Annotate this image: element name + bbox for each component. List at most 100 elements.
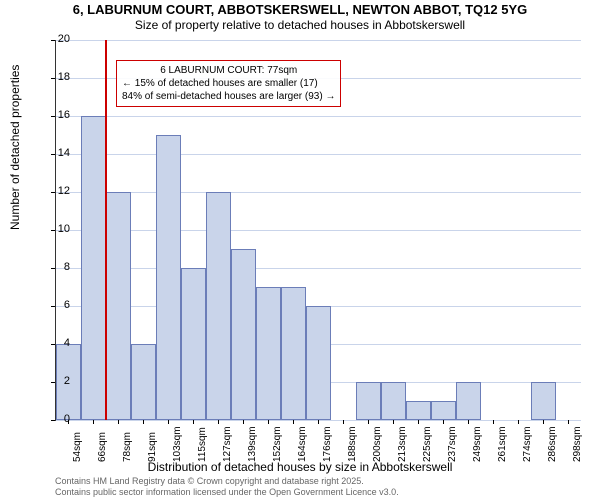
x-tick-label: 127sqm <box>222 426 233 462</box>
y-tick-label: 6 <box>40 299 70 311</box>
histogram-bar <box>281 287 306 420</box>
y-tick-label: 12 <box>40 185 70 197</box>
x-tick-mark <box>568 420 569 424</box>
gridline <box>56 40 581 41</box>
histogram-bar <box>456 382 481 420</box>
histogram-bar <box>106 192 131 420</box>
x-tick-label: 176sqm <box>322 426 333 462</box>
x-tick-label: 286sqm <box>547 426 558 462</box>
x-tick-label: 213sqm <box>397 426 408 462</box>
y-tick-mark <box>51 154 55 155</box>
histogram-bar <box>356 382 381 420</box>
y-tick-label: 10 <box>40 223 70 235</box>
y-tick-label: 2 <box>40 375 70 387</box>
x-tick-mark <box>368 420 369 424</box>
x-tick-mark <box>68 420 69 424</box>
x-tick-mark <box>268 420 269 424</box>
y-tick-label: 14 <box>40 147 70 159</box>
gridline <box>56 420 581 421</box>
x-tick-label: 274sqm <box>522 426 533 462</box>
histogram-bar <box>256 287 281 420</box>
y-tick-mark <box>51 78 55 79</box>
histogram-bar <box>231 249 256 420</box>
histogram-bar <box>206 192 231 420</box>
x-tick-mark <box>93 420 94 424</box>
x-tick-mark <box>143 420 144 424</box>
annotation-box: 6 LABURNUM COURT: 77sqm← 15% of detached… <box>116 60 341 107</box>
chart-footer: Contains HM Land Registry data © Crown c… <box>55 476 399 498</box>
x-tick-label: 225sqm <box>422 426 433 462</box>
x-tick-label: 188sqm <box>347 426 358 462</box>
x-tick-mark <box>543 420 544 424</box>
chart-plot-area: 6 LABURNUM COURT: 77sqm← 15% of detached… <box>55 40 581 421</box>
x-tick-label: 54sqm <box>72 432 83 462</box>
x-tick-mark <box>443 420 444 424</box>
x-axis-label: Distribution of detached houses by size … <box>0 460 600 474</box>
x-tick-mark <box>218 420 219 424</box>
x-tick-label: 115sqm <box>197 427 208 462</box>
histogram-bar <box>131 344 156 420</box>
x-tick-label: 139sqm <box>247 426 258 462</box>
x-tick-mark <box>243 420 244 424</box>
y-tick-label: 18 <box>40 71 70 83</box>
x-tick-mark <box>318 420 319 424</box>
histogram-bar <box>381 382 406 420</box>
x-tick-label: 103sqm <box>172 426 183 462</box>
x-tick-mark <box>393 420 394 424</box>
y-tick-label: 16 <box>40 109 70 121</box>
histogram-bar <box>431 401 456 420</box>
y-tick-mark <box>51 192 55 193</box>
x-tick-label: 298sqm <box>572 426 583 462</box>
x-tick-mark <box>293 420 294 424</box>
histogram-bar <box>181 268 206 420</box>
x-tick-label: 152sqm <box>272 426 283 462</box>
y-tick-mark <box>51 116 55 117</box>
gridline <box>56 268 581 269</box>
x-tick-mark <box>518 420 519 424</box>
annotation-line: 84% of semi-detached houses are larger (… <box>122 90 335 103</box>
y-tick-mark <box>51 344 55 345</box>
x-tick-label: 91sqm <box>147 432 158 462</box>
y-tick-label: 4 <box>40 337 70 349</box>
footer-line-1: Contains HM Land Registry data © Crown c… <box>55 476 399 487</box>
chart-title-sub: Size of property relative to detached ho… <box>0 18 600 32</box>
x-tick-label: 78sqm <box>122 432 133 462</box>
histogram-bar <box>406 401 431 420</box>
x-tick-mark <box>168 420 169 424</box>
y-tick-mark <box>51 40 55 41</box>
histogram-bar <box>306 306 331 420</box>
x-tick-mark <box>418 420 419 424</box>
histogram-bar <box>81 116 106 420</box>
x-tick-label: 66sqm <box>97 432 108 462</box>
property-marker-line <box>105 40 107 420</box>
x-tick-label: 237sqm <box>447 426 458 462</box>
x-tick-label: 200sqm <box>372 426 383 462</box>
y-tick-mark <box>51 382 55 383</box>
x-tick-label: 249sqm <box>472 426 483 462</box>
y-tick-label: 20 <box>40 33 70 45</box>
histogram-bar <box>531 382 556 420</box>
y-axis-label: Number of detached properties <box>8 65 22 230</box>
x-tick-label: 261sqm <box>497 426 508 462</box>
y-tick-mark <box>51 420 55 421</box>
annotation-line: 6 LABURNUM COURT: 77sqm <box>122 64 335 77</box>
y-tick-mark <box>51 230 55 231</box>
x-tick-mark <box>193 420 194 424</box>
x-tick-mark <box>118 420 119 424</box>
y-tick-label: 8 <box>40 261 70 273</box>
x-tick-mark <box>493 420 494 424</box>
footer-line-2: Contains public sector information licen… <box>55 487 399 498</box>
gridline <box>56 116 581 117</box>
annotation-line: ← 15% of detached houses are smaller (17… <box>122 77 335 90</box>
chart-title-main: 6, LABURNUM COURT, ABBOTSKERSWELL, NEWTO… <box>0 2 600 17</box>
y-tick-mark <box>51 268 55 269</box>
gridline <box>56 154 581 155</box>
y-tick-mark <box>51 306 55 307</box>
x-tick-mark <box>343 420 344 424</box>
y-tick-label: 0 <box>40 413 70 425</box>
x-tick-mark <box>468 420 469 424</box>
gridline <box>56 192 581 193</box>
x-tick-label: 164sqm <box>297 426 308 462</box>
gridline <box>56 230 581 231</box>
histogram-bar <box>156 135 181 420</box>
